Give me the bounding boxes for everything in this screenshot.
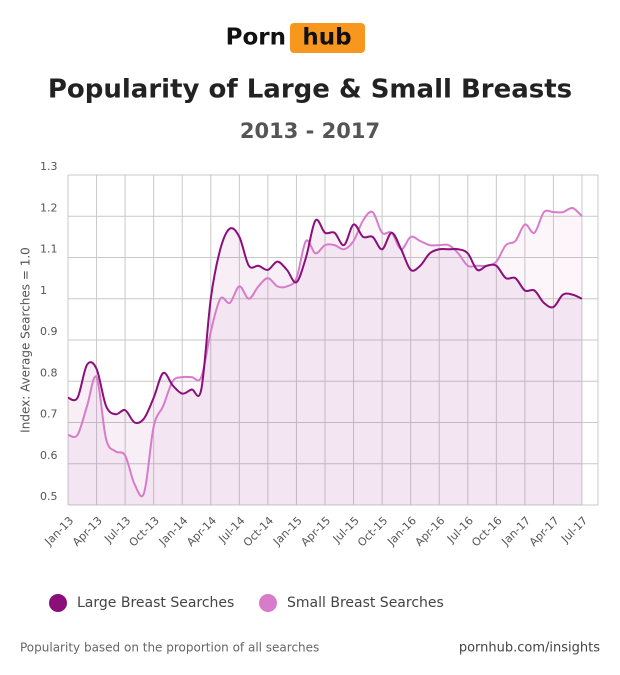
footer-source: pornhub.com/insights <box>459 641 600 656</box>
chart-subtitle: 2013 - 2017 <box>240 119 380 143</box>
y-tick-label: 0.9 <box>40 325 58 338</box>
y-tick-label: 1 <box>40 284 47 297</box>
chart-title: Popularity of Large & Small Breasts <box>48 75 572 105</box>
series-line <box>67 206 583 498</box>
y-tick-label: 0.8 <box>40 366 58 379</box>
legend-swatch <box>259 594 277 612</box>
logo-box <box>290 23 365 53</box>
legend-swatch <box>49 594 67 612</box>
y-axis-label: Index: Average Searches = 1.0 <box>19 247 33 433</box>
y-tick-label: 1.3 <box>40 160 58 173</box>
y-tick-label: 0.7 <box>40 408 58 421</box>
footer-note: Popularity based on the proportion of al… <box>20 641 319 655</box>
legend-label: Large Breast Searches <box>77 595 234 611</box>
y-tick-label: 0.6 <box>40 449 58 462</box>
logo-left: Porn <box>226 25 286 51</box>
series-area <box>68 219 582 506</box>
legend-label: Small Breast Searches <box>287 595 444 611</box>
y-tick-label: 1.2 <box>40 201 58 214</box>
series-area <box>68 207 582 505</box>
series-line <box>67 218 583 425</box>
y-tick-label: 0.5 <box>40 490 58 503</box>
y-tick-label: 1.1 <box>40 243 58 256</box>
logo-right: hub <box>302 25 351 51</box>
